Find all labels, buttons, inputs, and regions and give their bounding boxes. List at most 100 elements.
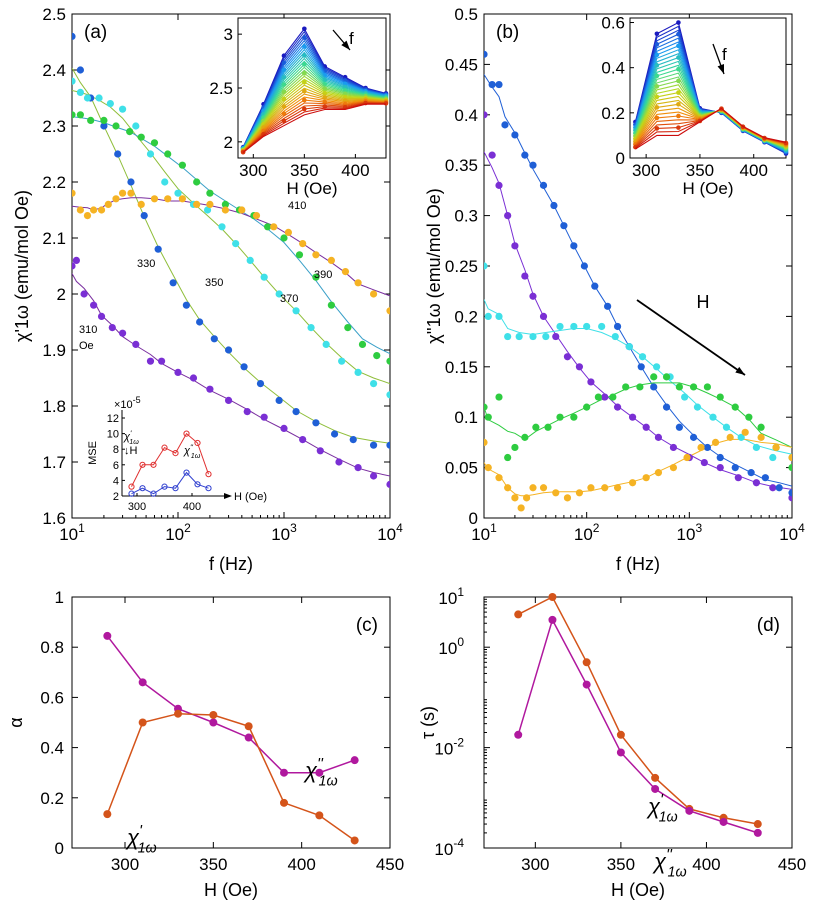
data-point <box>358 340 367 348</box>
inset-curve <box>242 84 387 152</box>
data-point <box>636 383 644 391</box>
data-point <box>341 268 350 276</box>
y-tick-label: 2 <box>57 285 66 304</box>
data-point <box>369 472 378 480</box>
inset-curve <box>242 66 387 150</box>
data-point <box>299 240 307 248</box>
data-point <box>501 121 509 129</box>
inset-point <box>676 78 681 84</box>
data-point <box>354 368 362 376</box>
series-point <box>753 820 762 829</box>
data-point <box>734 474 742 482</box>
y-tick-label: 1.9 <box>42 341 66 360</box>
mse-red-point <box>205 471 212 478</box>
data-point <box>373 352 381 360</box>
x-tick-label: 103 <box>271 521 297 544</box>
data-point <box>386 441 390 449</box>
y-tick-label: 1 <box>55 588 64 607</box>
data-point <box>76 111 84 119</box>
data-point <box>146 150 155 158</box>
inset-y-tick-label: 0.6 <box>601 14 625 33</box>
x-tick-label: 350 <box>199 855 227 874</box>
data-point <box>270 223 278 231</box>
series-point <box>244 722 253 731</box>
series-point <box>548 615 557 624</box>
series-point <box>753 828 762 837</box>
data-point <box>622 383 630 391</box>
plot-area <box>484 50 792 512</box>
data-point <box>591 282 599 290</box>
data-point <box>218 223 226 231</box>
data-point <box>741 428 749 436</box>
data-point <box>542 332 550 341</box>
series-point <box>315 768 324 777</box>
series-label-chi-dprime: χ'' 1ω <box>303 756 338 790</box>
data-point <box>731 403 739 411</box>
fit-curve <box>72 67 390 444</box>
data-point <box>344 324 352 332</box>
x-tick-label: 102 <box>574 521 600 544</box>
data-point <box>161 178 169 186</box>
series-line <box>517 617 759 834</box>
y-tick-label: 2.4 <box>42 61 66 80</box>
field-annotation: 370 <box>280 293 298 305</box>
inset-curve <box>242 42 387 149</box>
data-point <box>238 206 246 214</box>
data-point <box>210 335 218 343</box>
data-point <box>539 181 548 189</box>
data-point <box>386 391 390 399</box>
data-point <box>613 484 622 492</box>
data-point <box>280 424 288 432</box>
data-point <box>628 413 637 421</box>
mse-y-tick-label: 10 <box>107 429 119 441</box>
data-point <box>118 329 127 337</box>
series-point <box>616 730 625 739</box>
mse-scale: ×10-5 <box>114 395 141 411</box>
inset-point <box>676 43 681 49</box>
inset-curve <box>242 60 387 150</box>
inset-x-label: H (Oe) <box>287 179 338 198</box>
data-point <box>206 385 214 393</box>
data-point <box>246 256 254 264</box>
data-point <box>594 393 602 401</box>
data-point <box>788 464 792 472</box>
inset-y-tick-label: 0.2 <box>601 104 625 123</box>
data-point <box>495 181 503 189</box>
data-point <box>529 292 537 300</box>
data-point <box>354 279 362 287</box>
series-label-chi-dprime: χ'' 1ω <box>652 847 687 881</box>
data-point <box>504 332 512 341</box>
x-tick-label: 450 <box>778 855 806 874</box>
h-arrow <box>636 299 746 376</box>
y-tick-label: 0.45 <box>445 55 478 74</box>
data-point <box>312 251 320 259</box>
data-point <box>703 383 712 391</box>
data-point <box>126 128 134 136</box>
data-point <box>182 301 190 309</box>
data-point <box>260 413 268 421</box>
inset-point <box>654 63 660 68</box>
data-point <box>87 116 95 124</box>
data-point <box>307 324 315 332</box>
inset-curve <box>242 75 387 151</box>
data-point <box>539 484 548 492</box>
data-point <box>488 151 496 159</box>
data-point <box>662 373 671 381</box>
data-point <box>169 279 177 287</box>
x-axis-label: H (Oe) <box>204 880 258 900</box>
data-point <box>299 436 307 444</box>
mse-blue-point <box>172 485 179 492</box>
data-point <box>369 290 378 298</box>
inset-point <box>654 105 660 110</box>
data-point <box>650 373 658 381</box>
data-point <box>327 301 335 309</box>
inset-point <box>302 62 307 67</box>
data-point <box>689 433 698 441</box>
data-point <box>157 357 166 365</box>
inset-point <box>654 115 660 121</box>
data-point <box>240 363 248 371</box>
inset-curve <box>242 45 387 149</box>
data-point <box>716 393 724 401</box>
x-axis-label: f (Hz) <box>209 554 253 574</box>
inset-point <box>302 88 307 94</box>
